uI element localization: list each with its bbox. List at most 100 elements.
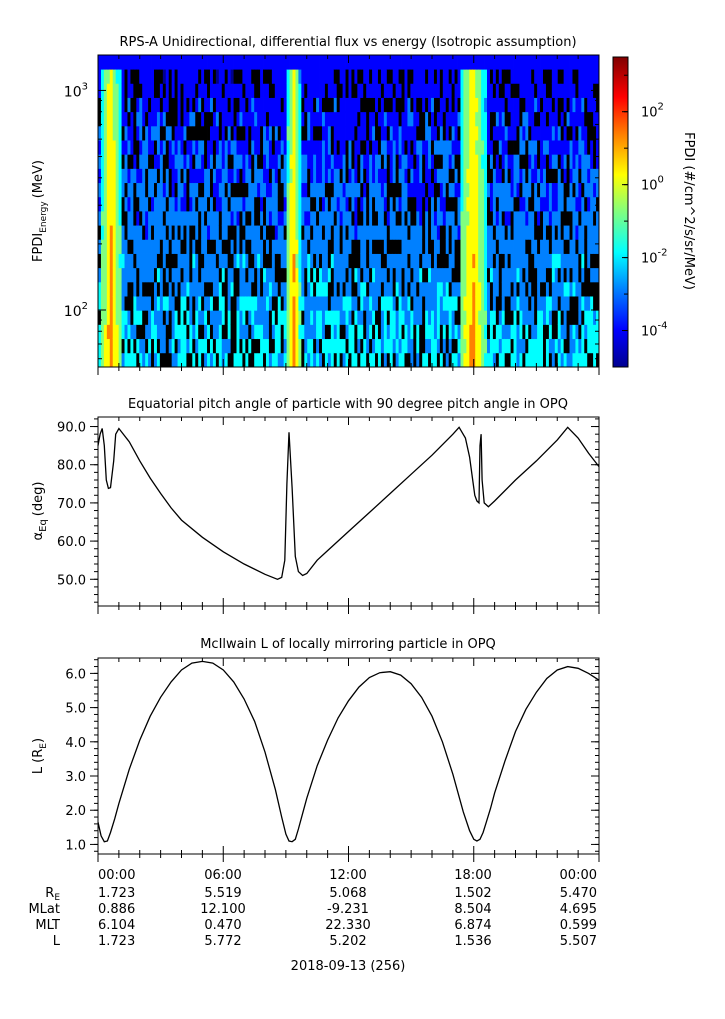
spectrogram-cell xyxy=(183,97,187,113)
spectrogram-cell xyxy=(254,140,258,155)
spectrogram-cell xyxy=(360,154,364,169)
mcilwain-y-label: L(RE) xyxy=(31,738,49,774)
spectrogram-cell xyxy=(537,352,541,367)
spectrogram-cell xyxy=(422,168,426,184)
spectrogram-cell xyxy=(227,69,232,84)
spectrogram-cell xyxy=(189,211,193,226)
spectrogram-cell xyxy=(578,296,582,311)
spectrogram-cell xyxy=(369,140,373,155)
spectrogram-cell xyxy=(416,338,420,354)
spectrogram-cell xyxy=(177,281,181,297)
spectrogram-cell xyxy=(239,253,243,269)
spectrogram-cell xyxy=(345,281,349,297)
spectrogram-cell xyxy=(148,154,152,169)
spectrogram-cell xyxy=(439,196,444,212)
spectrogram-cell xyxy=(519,140,523,155)
spectrogram-cell xyxy=(472,182,476,198)
colorbar-tick-label: 102 xyxy=(641,102,664,121)
spectrogram-cell xyxy=(451,168,455,184)
ephemeris-value: 5.507 xyxy=(560,934,597,949)
spectrogram-cell xyxy=(100,239,105,254)
spectrogram-cell xyxy=(422,225,426,240)
spectrogram-cell xyxy=(277,281,282,297)
spectrogram-cell xyxy=(436,338,441,354)
spectrogram-cell xyxy=(112,211,117,226)
spectrogram-cell xyxy=(142,338,146,354)
spectrogram-cell xyxy=(419,338,423,354)
spectrogram-cell xyxy=(286,97,290,113)
spectrogram-cell xyxy=(345,55,349,70)
spectrogram-cell xyxy=(109,182,114,198)
spectrogram-cell xyxy=(551,296,556,311)
spectrogram-cell xyxy=(251,168,255,184)
spectrogram-cell xyxy=(268,168,273,184)
spectrogram-cell xyxy=(292,211,296,226)
spectrogram-cell xyxy=(209,324,214,340)
spectrogram-cell xyxy=(478,239,482,254)
spectrogram-cell xyxy=(413,69,417,84)
spectrogram-cell xyxy=(145,338,149,354)
spectrogram-cell xyxy=(433,140,438,155)
spectrogram-cell xyxy=(431,324,435,340)
spectrogram-cell xyxy=(316,239,320,254)
spectrogram-cell xyxy=(401,211,405,226)
spectrogram-cell xyxy=(165,196,170,212)
spectrogram-cell xyxy=(133,324,137,340)
spectrogram-cell xyxy=(280,111,285,127)
spectrogram-cell xyxy=(563,196,567,212)
spectrogram-cell xyxy=(327,324,332,340)
spectrogram-cell xyxy=(569,196,573,212)
spectrogram-cell xyxy=(478,154,482,169)
spectrogram-cell xyxy=(419,225,423,240)
spectrogram-cell xyxy=(531,111,535,127)
spectrogram-cell xyxy=(401,239,405,254)
spectrogram-cell xyxy=(498,211,503,226)
spectrogram-cell xyxy=(560,281,565,297)
spectrogram-cell xyxy=(501,296,506,311)
spectrogram-cell xyxy=(463,69,467,84)
spectrogram-cell xyxy=(304,168,308,184)
spectrogram-cell xyxy=(239,352,243,367)
spectrogram-cell xyxy=(345,211,349,226)
spectrogram-cell xyxy=(207,267,211,283)
spectrogram-cell xyxy=(392,182,397,198)
spectrogram-cell xyxy=(198,182,202,198)
spectrogram-cell xyxy=(254,267,258,283)
spectrogram-cell xyxy=(492,154,497,169)
spectrogram-cell xyxy=(498,296,503,311)
spectrogram-cell xyxy=(436,168,441,184)
spectrogram-cell xyxy=(507,154,511,169)
spectrogram-cell xyxy=(301,111,305,127)
spectrogram-cell xyxy=(528,310,532,325)
spectrogram-cell xyxy=(395,168,399,184)
spectrogram-cell xyxy=(357,111,361,127)
spectrogram-cell xyxy=(513,267,517,283)
spectrogram-cell xyxy=(351,338,355,354)
spectrogram-cell xyxy=(445,55,450,70)
spectrogram-cell xyxy=(380,267,385,283)
spectrogram-cell xyxy=(554,83,559,98)
spectrogram-cell xyxy=(221,83,226,98)
spectrogram-cell xyxy=(201,69,205,84)
spectrogram-cell xyxy=(445,267,450,283)
spectrogram-cell xyxy=(596,168,599,184)
spectrogram-cell xyxy=(372,281,376,297)
spectrogram-cell xyxy=(133,83,137,98)
spectrogram-cell xyxy=(151,267,155,283)
spectrogram-cell xyxy=(487,253,491,269)
spectrogram-cell xyxy=(274,239,279,254)
spectrogram-cell xyxy=(484,296,488,311)
spectrogram-cell xyxy=(504,125,509,141)
spectrogram-cell xyxy=(398,310,402,325)
spectrogram-cell xyxy=(425,69,429,84)
spectrogram-cell xyxy=(112,125,117,141)
spectrogram-cell xyxy=(316,267,320,283)
spectrogram-cell xyxy=(103,352,108,367)
spectrogram-cell xyxy=(115,125,120,141)
spectrogram-cell xyxy=(148,83,152,98)
spectrogram-cell xyxy=(248,168,252,184)
spectrogram-cell xyxy=(383,239,388,254)
spectrogram-cell xyxy=(330,296,335,311)
spectrogram-cell xyxy=(153,253,158,269)
spectrogram-cell xyxy=(254,69,258,84)
